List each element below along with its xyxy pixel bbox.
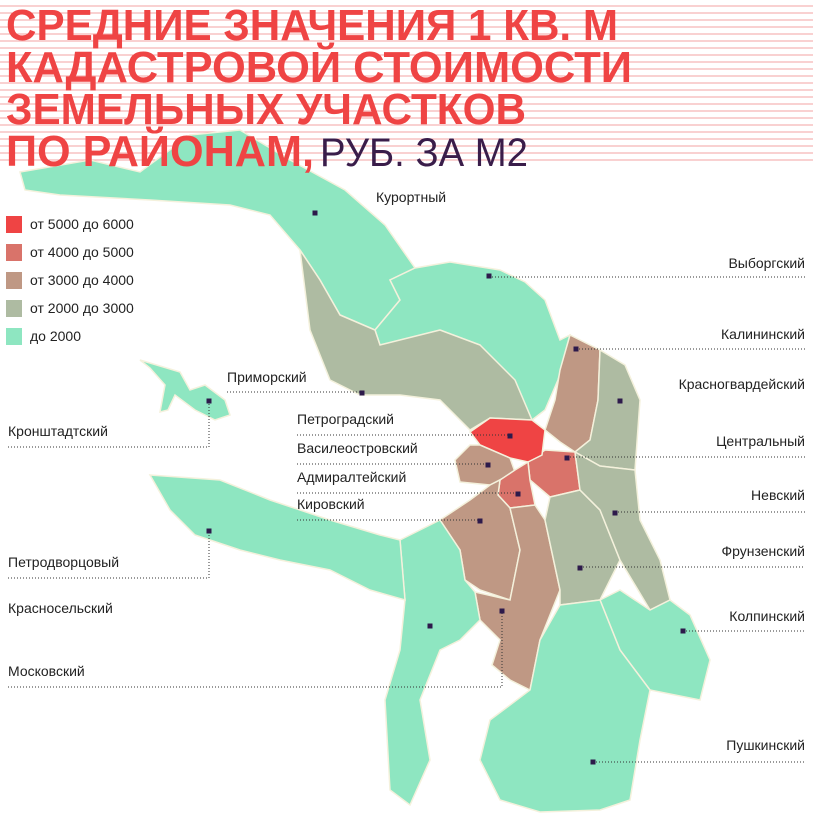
leader-line (8, 531, 210, 579)
district-area (139, 359, 231, 421)
district-label: Выборгский (728, 255, 805, 271)
district-label: Петроградский (297, 411, 394, 427)
map (19, 129, 711, 813)
district-marker (612, 510, 618, 516)
district-marker (680, 628, 686, 634)
legend-swatch (6, 328, 22, 345)
legend-swatch (6, 244, 22, 261)
district-label: Колпинский (729, 608, 805, 624)
district-area (384, 519, 481, 807)
district-label: Фрунзенский (721, 543, 805, 559)
district-label: Кировский (297, 496, 365, 512)
district-marker (206, 528, 212, 534)
district-label: Красногвардейский (679, 376, 805, 392)
district-area (454, 444, 516, 486)
title-line: ЗЕМЕЛЬНЫХ УЧАСТКОВ (6, 85, 526, 134)
district-marker (499, 608, 505, 614)
district-marker (206, 398, 212, 404)
legend-swatch (6, 272, 22, 289)
district-label: Калининский (721, 326, 805, 342)
district-marker (564, 455, 570, 461)
district-label: Кронштадтский (8, 423, 108, 439)
district-marker (577, 565, 583, 571)
legend-label: до 2000 (30, 328, 81, 344)
district-marker (427, 623, 433, 629)
district-marker (485, 462, 491, 468)
title-background (0, 5, 813, 161)
district-marker (590, 759, 596, 765)
district-label: Василеостровский (297, 440, 418, 456)
district-label: Центральный (716, 433, 805, 449)
district-area (479, 599, 651, 813)
title-line: ПО РАЙОНАМ, (6, 125, 314, 176)
district-label: Пушкинский (726, 737, 805, 753)
district-label: Приморский (227, 369, 307, 385)
district-marker (359, 390, 365, 396)
district-label: Московский (8, 663, 85, 679)
legend-label: от 2000 до 3000 (30, 300, 134, 316)
district-marker (507, 433, 513, 439)
district-marker (515, 491, 521, 497)
district-marker (486, 273, 492, 279)
district-marker (573, 346, 579, 352)
legend-label: от 5000 до 6000 (30, 216, 134, 232)
district-label: Адмиралтейский (297, 469, 406, 485)
district-label: Курортный (376, 189, 446, 205)
district-marker (477, 518, 483, 524)
district-area (148, 474, 406, 602)
district-label: Петродворцовый (8, 554, 119, 570)
district-label: Невский (751, 487, 805, 503)
district-marker (617, 398, 623, 404)
district-marker (312, 210, 318, 216)
labels: Курортный Выборгский Приморский Калининский… (6, 189, 805, 765)
title-line: СРЕДНИЕ ЗНАЧЕНИЯ 1 КВ. М (6, 1, 618, 50)
legend-swatch (6, 216, 22, 233)
district-label: Красносельский (8, 600, 113, 616)
legend-swatch (6, 300, 22, 317)
leader-line (8, 401, 210, 448)
title-unit: РУБ. ЗА М2 (320, 131, 528, 175)
legend-label: от 4000 до 5000 (30, 244, 134, 260)
district-area (574, 450, 671, 611)
legend-label: от 3000 до 4000 (30, 272, 134, 288)
title-line: КАДАСТРОВОЙ СТОИМОСТИ (6, 41, 632, 92)
